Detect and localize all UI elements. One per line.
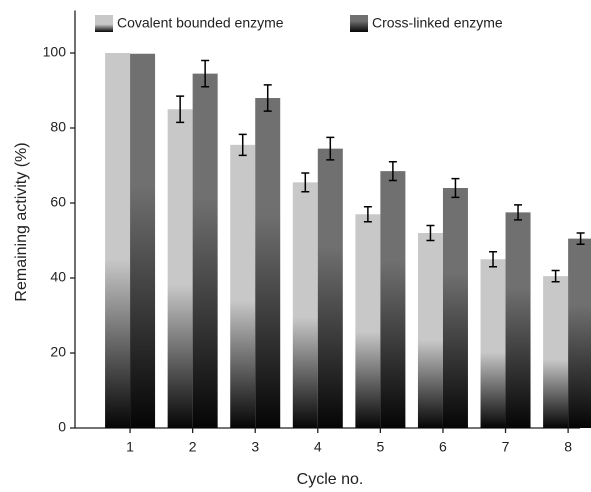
error-bar: [489, 251, 498, 268]
x-axis-label: Cycle no.: [297, 471, 364, 488]
bar: [505, 212, 531, 428]
error-bar: [576, 232, 585, 245]
error-bar: [263, 84, 272, 112]
y-tick-label: 60: [50, 194, 66, 210]
x-tick-label: 1: [126, 439, 134, 455]
bar: [317, 148, 343, 428]
y-tick-label: 20: [50, 344, 66, 360]
legend-swatch: [95, 15, 113, 32]
legend-swatch: [350, 15, 368, 32]
bar: [130, 53, 156, 428]
bar: [192, 73, 218, 428]
y-tick-label: 0: [58, 419, 66, 435]
error-bar: [451, 177, 460, 199]
error-bar: [176, 95, 185, 124]
error-bar: [326, 136, 335, 161]
x-tick-label: 5: [376, 439, 384, 455]
y-tick-label: 40: [50, 269, 66, 285]
error-bar: [426, 224, 435, 242]
bar: [568, 238, 591, 428]
error-bar: [238, 133, 247, 157]
error-bar: [301, 172, 310, 193]
bar: [480, 259, 506, 428]
error-bar: [388, 161, 397, 182]
bar: [417, 233, 443, 428]
y-tick-label: 80: [50, 119, 66, 135]
bar: [355, 214, 381, 428]
error-bar: [363, 206, 372, 223]
error-bar: [514, 204, 523, 221]
legend-label: Cross-linked enzyme: [372, 15, 503, 31]
bar: [255, 98, 281, 428]
x-tick-label: 2: [189, 439, 197, 455]
bar: [167, 109, 193, 428]
x-tick-label: 7: [502, 439, 510, 455]
x-tick-label: 4: [314, 439, 322, 455]
bar: [380, 171, 406, 428]
error-bar: [201, 59, 210, 88]
legend-label: Covalent bounded enzyme: [117, 15, 284, 31]
x-tick-label: 6: [439, 439, 447, 455]
bar: [105, 53, 131, 428]
bar: [230, 144, 256, 428]
y-tick-label: 100: [43, 44, 67, 60]
bar: [543, 276, 569, 428]
y-axis-label: Remaining activity (%): [13, 142, 30, 301]
x-tick-label: 8: [564, 439, 572, 455]
bar: [442, 188, 468, 428]
error-bar: [551, 269, 560, 283]
x-tick-label: 3: [251, 439, 259, 455]
bar: [292, 182, 318, 428]
